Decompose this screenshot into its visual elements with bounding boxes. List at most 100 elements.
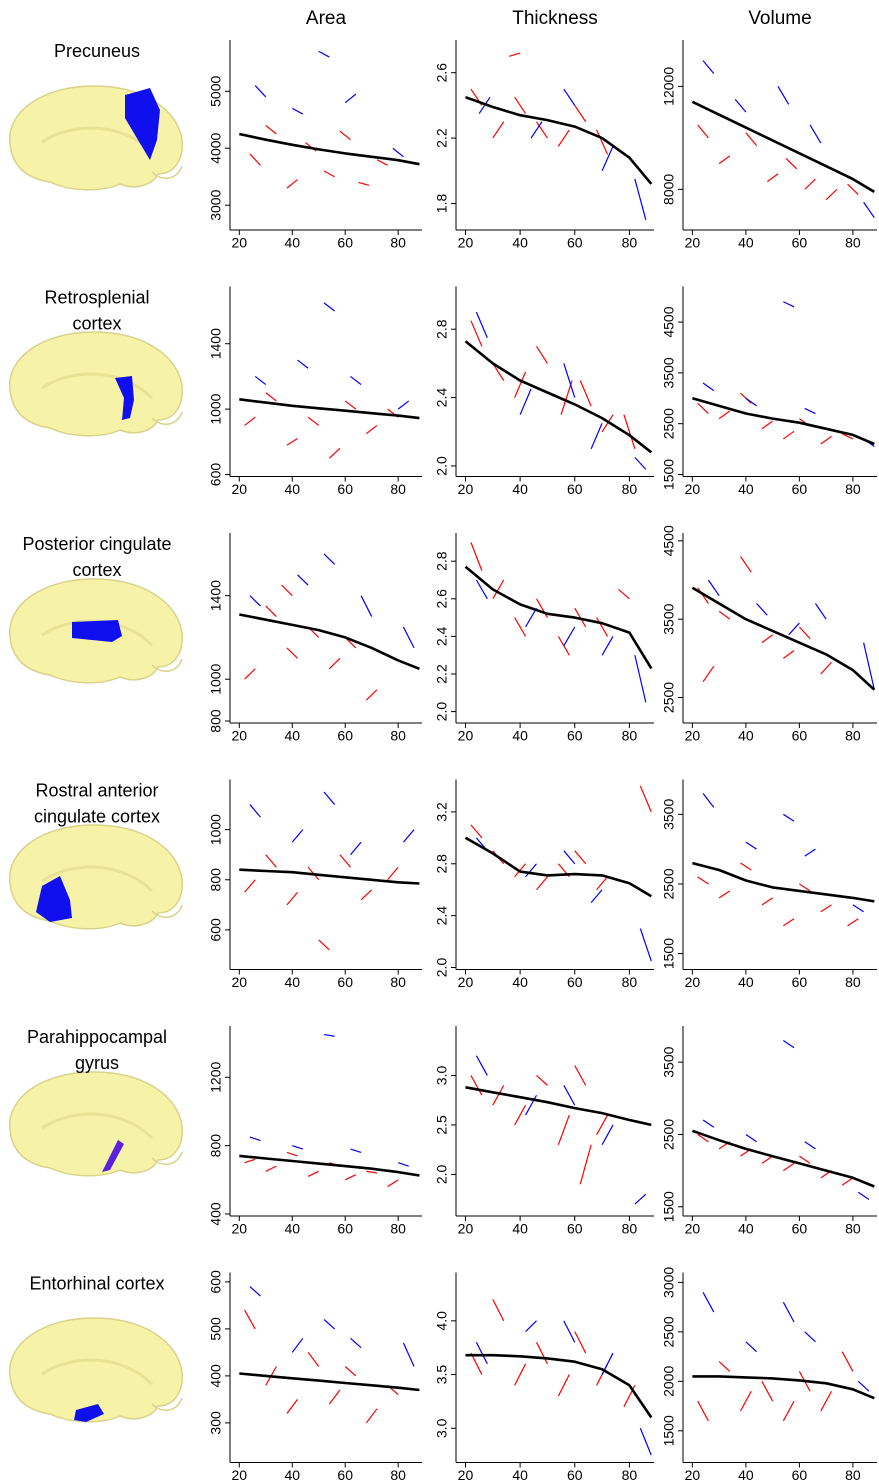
- x-tick-label: 40: [738, 481, 754, 497]
- x-tick-label: 60: [792, 728, 808, 744]
- y-tick-label: 1500: [661, 1415, 677, 1446]
- segment: [702, 793, 715, 808]
- segment: [623, 1385, 636, 1408]
- x-tick-label: 40: [512, 974, 528, 990]
- x-tick-label: 80: [390, 1467, 406, 1483]
- segment: [470, 542, 483, 571]
- segment: [328, 447, 341, 459]
- segment: [339, 130, 351, 141]
- segment: [563, 1085, 576, 1106]
- x-tick-label: 40: [284, 974, 300, 990]
- segment: [734, 98, 747, 113]
- segment: [809, 124, 822, 144]
- segment: [761, 420, 773, 430]
- segment: [249, 1136, 261, 1142]
- segment: [596, 129, 609, 155]
- segment: [563, 850, 576, 865]
- segment: [366, 1170, 378, 1174]
- x-tick-label: 60: [567, 1221, 583, 1237]
- segment: [344, 1174, 357, 1181]
- segment: [863, 201, 875, 219]
- x-tick-label: 80: [390, 481, 406, 497]
- row-label: Precuneus: [54, 41, 140, 61]
- y-tick-label: 3500: [661, 357, 677, 388]
- segment: [509, 52, 521, 57]
- y-tick-label: 1400: [208, 580, 224, 611]
- segment: [403, 829, 415, 843]
- segment: [323, 1319, 336, 1330]
- x-tick-label: 60: [792, 974, 808, 990]
- segment: [249, 1286, 261, 1297]
- segment: [350, 375, 362, 386]
- x-tick-label: 20: [685, 235, 701, 251]
- x-tick-label: 60: [337, 1221, 353, 1237]
- segment: [297, 574, 309, 586]
- segment: [596, 1114, 609, 1136]
- y-tick-label: 3500: [661, 799, 677, 830]
- y-tick-label: 1.8: [434, 194, 450, 214]
- x-tick-label: 80: [622, 481, 638, 497]
- segment: [557, 636, 570, 656]
- fit-curve: [239, 398, 420, 420]
- segment: [249, 153, 261, 166]
- segment: [740, 862, 752, 871]
- fit-curve: [239, 1372, 420, 1392]
- y-tick-label: 2.8: [434, 854, 450, 874]
- region: [125, 88, 160, 160]
- segment: [574, 850, 587, 865]
- segment: [360, 889, 373, 901]
- y-tick-label: 2500: [661, 1119, 677, 1150]
- segment: [745, 1341, 757, 1353]
- y-tick-label: 4500: [661, 525, 677, 556]
- segment: [535, 1342, 548, 1365]
- column-title: Area: [306, 8, 347, 29]
- x-tick-label: 60: [567, 728, 583, 744]
- segment: [307, 1170, 319, 1177]
- x-tick-label: 60: [567, 1467, 583, 1483]
- segment: [387, 866, 399, 881]
- segment: [799, 1155, 811, 1164]
- segment: [514, 1363, 527, 1386]
- y-tick-label: 800: [208, 709, 224, 733]
- segment: [596, 876, 609, 891]
- segment: [766, 173, 779, 183]
- segment: [328, 657, 341, 670]
- fit-curve: [239, 613, 420, 671]
- segment: [475, 1055, 488, 1076]
- x-tick-label: 40: [284, 481, 300, 497]
- segment: [397, 1162, 409, 1167]
- y-tick-label: 3000: [208, 189, 224, 220]
- x-tick-label: 60: [567, 974, 583, 990]
- x-tick-label: 80: [622, 974, 638, 990]
- x-tick-label: 80: [845, 1221, 861, 1237]
- segment: [745, 132, 758, 146]
- y-tick-label: 800: [208, 868, 224, 892]
- segment: [639, 785, 652, 813]
- segment: [254, 375, 267, 386]
- fit-curve: [692, 397, 875, 446]
- segment: [470, 824, 483, 839]
- x-tick-label: 80: [622, 235, 638, 251]
- segment: [697, 124, 709, 139]
- segment: [323, 791, 336, 805]
- x-tick-label: 60: [337, 974, 353, 990]
- fit-curve: [691, 1129, 875, 1188]
- segment: [514, 1104, 527, 1126]
- row-label: Rostral anterior: [35, 780, 158, 800]
- y-tick-label: 4.0: [434, 1311, 450, 1331]
- segment: [707, 579, 720, 597]
- segment: [623, 414, 636, 450]
- x-tick-label: 40: [512, 481, 528, 497]
- segment: [601, 414, 614, 433]
- segment: [590, 422, 603, 450]
- segment: [291, 1337, 304, 1353]
- y-tick-label: 500: [208, 1317, 224, 1341]
- segment: [292, 1145, 304, 1150]
- segment: [249, 595, 261, 607]
- segment: [601, 1124, 614, 1146]
- segment: [782, 1400, 795, 1422]
- segment: [402, 1342, 415, 1367]
- x-tick-label: 20: [232, 1221, 248, 1237]
- segment: [350, 1337, 362, 1349]
- segment: [244, 1158, 256, 1164]
